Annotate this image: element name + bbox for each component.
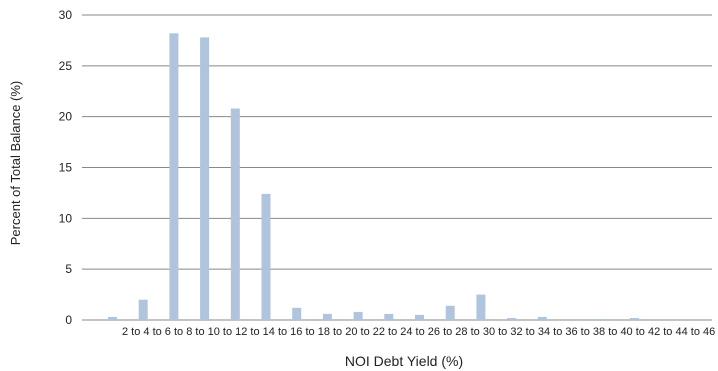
gridlines [82,14,712,321]
bar [292,307,302,320]
bar [169,33,179,321]
bar [353,311,363,320]
y-axis-title: Percent of Total Balance (%) [8,81,23,246]
bars [108,33,639,321]
bar [230,108,240,320]
bar [568,319,578,320]
bar [108,316,117,320]
bar [415,314,424,320]
y-tick-labels: 0 5 10 15 20 25 30 [59,8,73,327]
y-tick-label: 20 [59,110,73,124]
x-tick-labels: 2 to 4 to 6 to 8 to 10 to 12 to 14 to 16… [122,326,718,338]
bar [322,313,332,320]
y-tick-label: 30 [59,8,73,22]
y-tick-label: 0 [65,313,72,327]
bar [445,305,455,320]
bar [599,319,609,320]
bar [384,313,394,320]
y-tick-label: 5 [65,262,72,276]
bar [476,294,486,320]
bar [138,299,148,320]
y-tick-label: 10 [59,211,73,225]
bar [261,193,271,320]
bar [537,316,547,320]
bar [507,318,517,320]
bar [629,318,639,320]
bar [200,37,210,321]
x-axis-title: NOI Debt Yield (%) [345,353,463,369]
y-tick-label: 15 [59,161,73,175]
y-tick-label: 25 [59,59,73,73]
